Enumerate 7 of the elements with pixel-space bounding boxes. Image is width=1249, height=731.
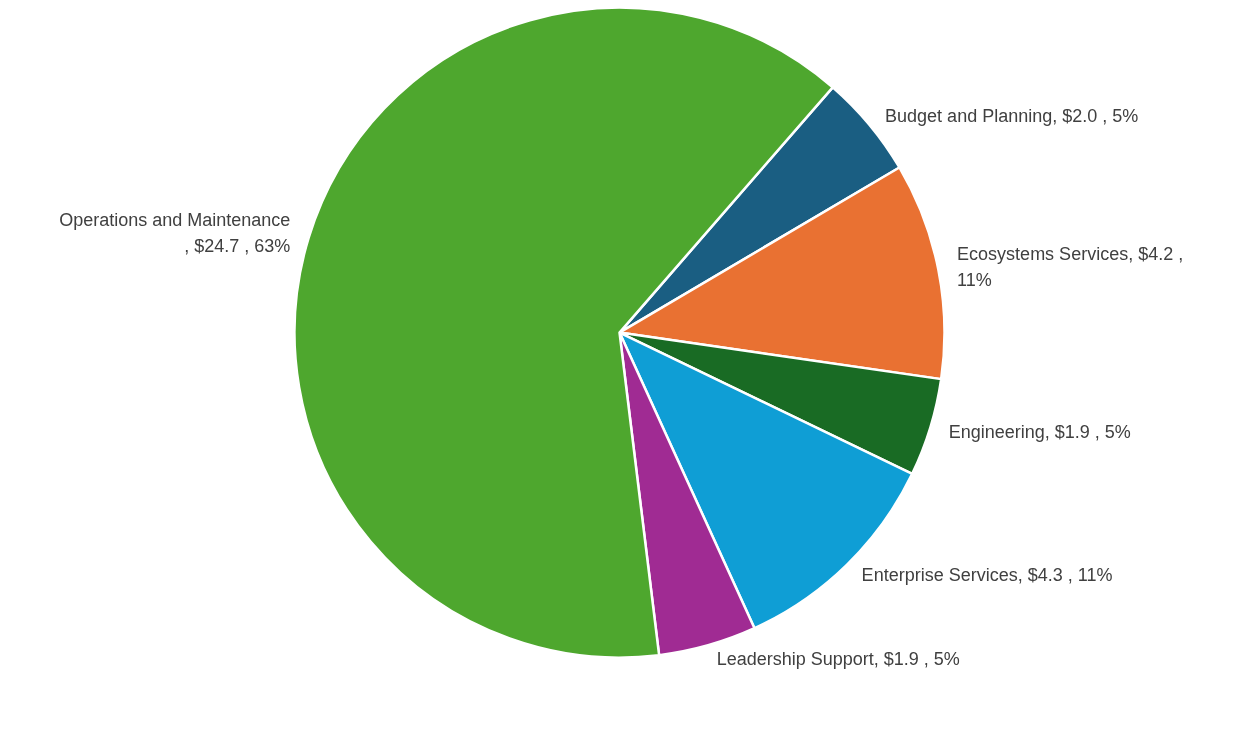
slice-label: Budget and Planning, $2.0 , 5%: [885, 105, 1139, 126]
slice-label: Leadership Support, $1.9 , 5%: [716, 648, 960, 669]
slice-label: Operations and Maintenance: [59, 210, 291, 231]
data-label: , $24.7 , 63%: [184, 236, 291, 257]
slice-label: Enterprise Services, $4.3 , 11%: [861, 564, 1113, 585]
slice-label: Engineering, $1.9 , 5%: [948, 421, 1131, 442]
slice-label: Ecosystems Services, $4.2 , 11%: [957, 244, 1189, 291]
